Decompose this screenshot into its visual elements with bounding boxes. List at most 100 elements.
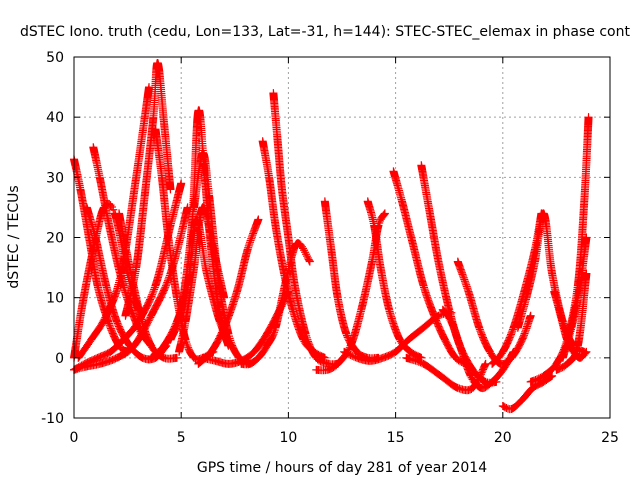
data-point <box>356 351 358 353</box>
data-point <box>521 399 523 401</box>
data-point <box>169 339 171 341</box>
data-point <box>410 351 412 353</box>
data-point <box>176 357 178 359</box>
data-point <box>521 339 523 341</box>
data-point <box>530 381 532 383</box>
data-point <box>459 345 461 347</box>
data-point <box>429 212 431 214</box>
data-point <box>202 152 204 154</box>
data-point <box>485 381 487 383</box>
x-tick-label: 0 <box>70 430 79 446</box>
data-point <box>197 110 199 112</box>
data-point <box>532 387 534 389</box>
data-point <box>154 285 156 287</box>
data-point <box>208 194 210 196</box>
data-point <box>210 351 212 353</box>
data-point <box>86 206 88 208</box>
series-pass14 <box>175 203 229 356</box>
data-point <box>148 86 150 88</box>
series-pass08 <box>115 209 181 363</box>
data-point <box>178 351 180 353</box>
data-point <box>124 315 126 317</box>
data-point <box>328 363 330 365</box>
series-pass27 <box>402 353 490 395</box>
data-point <box>99 176 101 178</box>
data-point <box>399 339 401 341</box>
data-point <box>184 321 186 323</box>
data-point <box>309 261 311 263</box>
series-pass35 <box>552 269 591 374</box>
data-point <box>420 164 422 166</box>
data-point <box>135 176 137 178</box>
data-point <box>450 321 452 323</box>
data-point <box>193 357 195 359</box>
data-point <box>227 333 229 335</box>
x-tick-label: 20 <box>494 430 512 446</box>
axis-ticks: 0 5 10 15 20 25 -10 0 10 20 30 40 50 <box>41 50 619 446</box>
data-point <box>422 327 424 329</box>
data-point <box>266 345 268 347</box>
data-point <box>543 375 545 377</box>
data-point <box>157 62 159 64</box>
data-point <box>257 218 259 220</box>
y-tick-label: 10 <box>46 291 64 307</box>
data-point <box>283 273 285 275</box>
data-point <box>373 224 375 226</box>
data-point <box>92 146 94 148</box>
data-point <box>277 140 279 142</box>
data-point <box>116 321 118 323</box>
data-point <box>491 363 493 365</box>
data-point <box>377 224 379 226</box>
data-point <box>99 363 101 365</box>
data-point <box>422 285 424 287</box>
data-point <box>223 297 225 299</box>
data-point <box>97 357 99 359</box>
data-point <box>388 309 390 311</box>
data-point <box>583 200 585 202</box>
data-point <box>350 345 352 347</box>
data-point <box>150 345 152 347</box>
data-point <box>343 351 345 353</box>
data-point <box>543 212 545 214</box>
series-marks <box>498 371 557 414</box>
data-point <box>84 363 86 365</box>
data-point <box>500 363 502 365</box>
y-tick-label: 20 <box>46 231 64 247</box>
data-point <box>105 315 107 317</box>
data-point <box>227 363 229 365</box>
data-point <box>268 176 270 178</box>
data-point <box>109 230 111 232</box>
data-point <box>97 285 99 287</box>
data-point <box>122 285 124 287</box>
data-point <box>510 357 512 359</box>
data-point <box>292 309 294 311</box>
data-point <box>118 212 120 214</box>
data-point <box>553 291 555 293</box>
data-point <box>470 375 472 377</box>
data-point <box>502 369 504 371</box>
x-tick-label: 10 <box>279 430 297 446</box>
data-point <box>169 188 171 190</box>
data-point <box>579 285 581 287</box>
data-point <box>150 315 152 317</box>
series-pass24 <box>389 167 471 368</box>
data-point <box>585 273 587 275</box>
data-point <box>437 315 439 317</box>
data-point <box>249 363 251 365</box>
data-point <box>275 224 277 226</box>
data-point <box>401 200 403 202</box>
data-point <box>161 176 163 178</box>
data-point <box>440 375 442 377</box>
data-point <box>82 303 84 305</box>
data-point <box>262 140 264 142</box>
data-point <box>167 237 169 238</box>
data-point <box>457 261 459 263</box>
series-pass09 <box>121 59 175 320</box>
data-point <box>534 261 536 263</box>
data-point <box>405 357 407 359</box>
data-point <box>384 212 386 214</box>
data-point <box>392 170 394 172</box>
data-point <box>330 249 332 251</box>
y-tick-label: -10 <box>41 411 64 427</box>
data-point <box>489 351 491 353</box>
